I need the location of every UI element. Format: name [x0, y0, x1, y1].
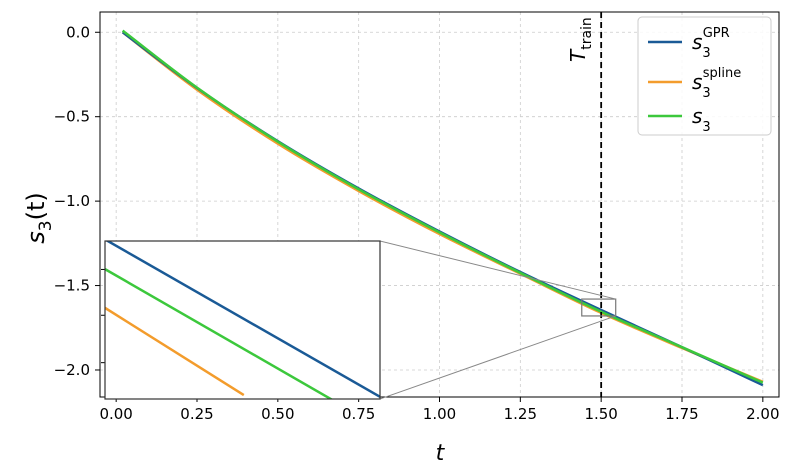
legend: s3GPR s3spline s3	[637, 16, 772, 136]
inset-series-layer	[105, 241, 380, 399]
svg-text:s3GPR: s3 GPR	[692, 26, 730, 61]
legend-spline-sub: 3	[702, 86, 710, 101]
legend-entry-spline: s3 spline	[648, 66, 741, 101]
inset-background	[105, 241, 380, 399]
x-tick-label: 1.75	[665, 405, 698, 423]
svg-text:Ttrain: Ttrain	[566, 17, 595, 62]
legend-s3-sub: 3	[702, 120, 710, 135]
series-layer	[121, 29, 764, 387]
inset-line-spline	[105, 306, 245, 397]
x-tick-label: 0.00	[99, 405, 132, 423]
inset-axes	[101, 240, 381, 400]
train-label-base: T	[566, 48, 590, 62]
y-axis-label-arg: (t)	[22, 192, 50, 220]
legend-gpr-sup: GPR	[703, 26, 730, 41]
svg-text:s3spline: s3 spline	[692, 66, 741, 101]
x-axis-label: t	[436, 441, 446, 466]
y-tick-label: 0.0	[66, 23, 90, 41]
zoom-indicator	[379, 240, 617, 400]
legend-entry-gpr: s3 GPR	[648, 26, 730, 61]
y-axis-label-sub: 3	[36, 220, 56, 231]
inset-frame	[104, 240, 381, 400]
x-tick-label: 2.00	[746, 405, 779, 423]
x-tick-label: 0.50	[261, 405, 294, 423]
y-tick-label: −2.0	[54, 361, 90, 379]
legend-spline-base: s	[692, 70, 702, 94]
inset-line-s3	[105, 268, 334, 399]
y-tick-label: −1.5	[54, 277, 90, 295]
legend-gpr-base: s	[692, 30, 702, 54]
x-axis-ticks: 0.00 0.25 0.50 0.75 1.00 1.25 1.50 1.75 2.00	[99, 397, 780, 423]
y-axis-ticks: 0.0 −0.5 −1.0 −1.5 −2.0	[54, 23, 100, 379]
x-tick-label: 0.25	[180, 405, 213, 423]
x-tick-label: 1.00	[423, 405, 456, 423]
y-axis-label: s3(t)	[22, 192, 56, 243]
zoom-connector-bottom	[379, 315, 616, 400]
y-axis-label-base: s	[22, 231, 50, 244]
legend-box	[637, 16, 772, 136]
train-label: Ttrain	[566, 17, 595, 62]
x-tick-label: 1.25	[504, 405, 537, 423]
zoom-connector-top	[379, 240, 616, 300]
legend-gpr-sub: 3	[702, 46, 710, 61]
legend-spline-sup: spline	[703, 66, 742, 81]
x-tick-label: 0.75	[342, 405, 375, 423]
y-tick-label: −1.0	[54, 192, 90, 210]
train-label-sub: train	[579, 17, 595, 50]
legend-entry-s3: s3	[648, 104, 711, 135]
y-tick-label: −0.5	[54, 108, 90, 126]
x-tick-label: 1.50	[584, 405, 617, 423]
svg-text:s3: s3	[692, 104, 711, 135]
zoom-box	[581, 298, 617, 317]
svg-text:s3(t): s3(t)	[22, 192, 56, 243]
series-line-s3	[121, 29, 764, 384]
legend-s3-base: s	[692, 104, 702, 128]
inset-line-gpr	[105, 241, 380, 398]
